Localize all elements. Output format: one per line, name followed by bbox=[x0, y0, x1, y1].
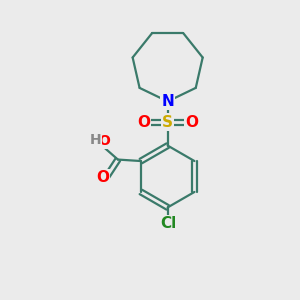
Text: O: O bbox=[98, 134, 110, 148]
Text: H: H bbox=[90, 133, 101, 147]
Text: O: O bbox=[185, 115, 198, 130]
Text: S: S bbox=[162, 115, 173, 130]
Text: O: O bbox=[137, 115, 150, 130]
Text: Cl: Cl bbox=[160, 216, 176, 231]
Text: N: N bbox=[161, 94, 174, 109]
Text: O: O bbox=[96, 170, 109, 185]
